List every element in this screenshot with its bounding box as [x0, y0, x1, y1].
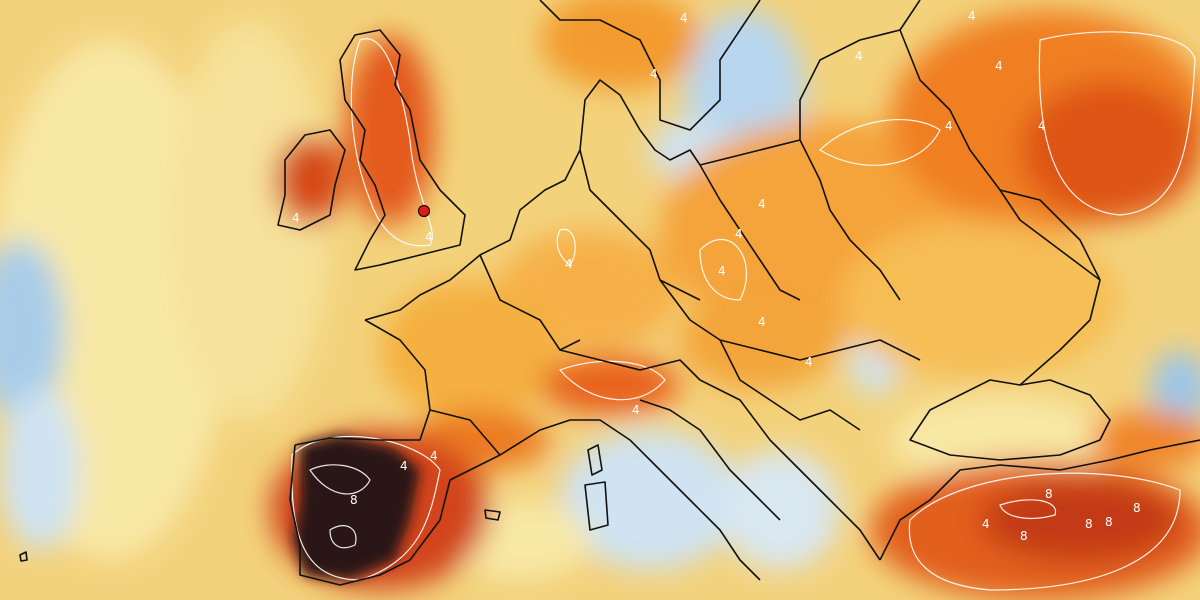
med-north-coast — [499, 419, 761, 581]
italy-adriatic — [639, 399, 781, 521]
black-sea-coast — [909, 379, 1111, 461]
great-britain-outline — [339, 29, 466, 271]
contour-label: 4 — [1038, 119, 1046, 133]
contour-label: 4 — [565, 257, 573, 271]
contour-label: 8 — [1020, 529, 1028, 543]
scandinavia-coast — [539, 0, 761, 131]
west-europe-coast — [364, 79, 701, 321]
contour-label: 4 — [735, 227, 743, 241]
contour-label: 4 — [718, 264, 726, 278]
contour-label: 8 — [1105, 515, 1113, 529]
sardinia-outline — [584, 481, 609, 531]
location-marker[interactable] — [417, 204, 431, 218]
contour-label: 8 — [350, 493, 358, 507]
contour-label: 4 — [855, 49, 863, 63]
contour-label: 4 — [430, 449, 438, 463]
contour-label: 4 — [650, 67, 658, 81]
balkans-coast — [699, 379, 881, 561]
contour-label: 4 — [805, 355, 813, 369]
aegean-coast — [879, 439, 1200, 561]
contour-label: 4 — [425, 230, 433, 244]
contour-label: 4 — [968, 9, 976, 23]
iberia-outline — [289, 444, 501, 586]
contour-label: 4 — [758, 315, 766, 329]
contour-labels: 4 4 4 4 4 4 4 4 4 4 4 4 4 4 4 4 4 4 4 8 … — [292, 9, 1141, 543]
contour-label: 4 — [758, 197, 766, 211]
contour-label: 4 — [680, 11, 688, 25]
contour-label: 8 — [1133, 501, 1141, 515]
contour-label: 4 — [400, 459, 408, 473]
contour-label: 4 — [995, 59, 1003, 73]
baltic-east-coast — [699, 0, 921, 166]
contour-lines — [291, 31, 1196, 591]
contour-label: 8 — [1085, 517, 1093, 531]
biscay-coast — [294, 319, 431, 446]
contour-label: 4 — [982, 517, 990, 531]
iberia-hot-core — [293, 435, 420, 580]
contour-label: 8 — [1045, 487, 1053, 501]
contour-label: 4 — [292, 211, 300, 225]
ireland-outline — [277, 129, 346, 231]
coastlines-and-borders — [19, 0, 1200, 586]
contour-label: 4 — [632, 403, 640, 417]
contour-label: 4 — [945, 119, 953, 133]
corsica-outline — [587, 444, 603, 476]
